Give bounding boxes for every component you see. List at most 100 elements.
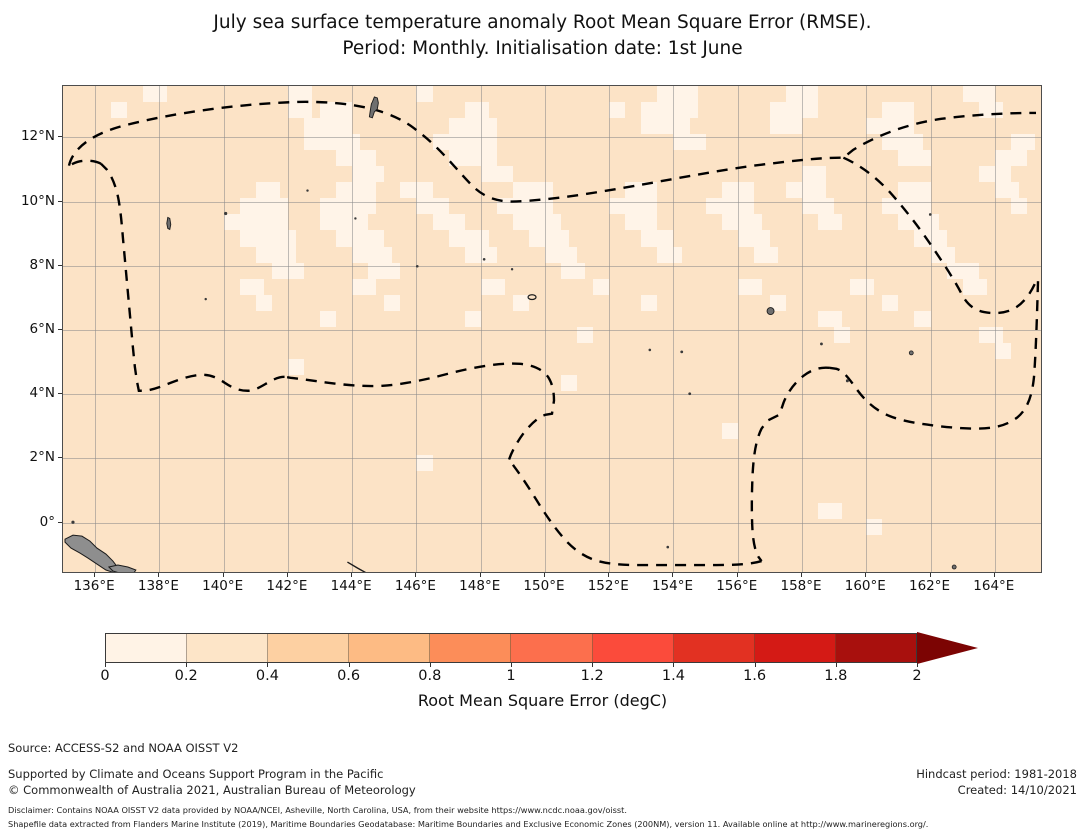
raster-cell bbox=[448, 118, 497, 135]
x-tickmark bbox=[993, 573, 995, 577]
coastline-pohnpei bbox=[766, 307, 775, 316]
raster-cell bbox=[239, 278, 264, 295]
colorbar-tick-label: 0.4 bbox=[255, 668, 279, 684]
x-tickmark bbox=[865, 573, 867, 577]
raster-cell bbox=[721, 214, 762, 231]
raster-cell bbox=[528, 230, 570, 247]
raster-cell bbox=[512, 214, 562, 231]
raster-cell bbox=[641, 118, 690, 135]
colorbar-band bbox=[430, 634, 512, 662]
x-tickmark bbox=[479, 573, 481, 577]
coastline-ulithi bbox=[306, 189, 309, 192]
colorbar-band bbox=[754, 634, 836, 662]
raster-cell bbox=[850, 278, 875, 295]
raster-cell bbox=[320, 102, 353, 119]
y-tick-label: 12°N bbox=[20, 128, 55, 145]
eez-boundary-west bbox=[68, 159, 102, 167]
y-tickmark bbox=[58, 393, 62, 395]
raster-cell bbox=[303, 118, 353, 135]
raster-cell bbox=[352, 278, 377, 295]
coastline-woleai bbox=[415, 264, 419, 268]
colorbar-band bbox=[268, 634, 350, 662]
raster-cell bbox=[721, 423, 738, 440]
y-tick-label: 0° bbox=[39, 513, 55, 530]
x-tickmark bbox=[222, 573, 224, 577]
coastline-namonuito bbox=[510, 268, 514, 271]
colorbar-band bbox=[592, 634, 674, 662]
raster-cell bbox=[384, 294, 401, 311]
raster-cell bbox=[336, 182, 377, 199]
x-tick-label: 140°E bbox=[202, 578, 244, 594]
y-tick-label: 6°N bbox=[29, 321, 55, 337]
raster-cell bbox=[657, 86, 698, 103]
raster-cell bbox=[320, 310, 337, 327]
raster-cell bbox=[111, 102, 128, 119]
raster-cell bbox=[512, 294, 529, 311]
colorbar-tick-label: 0.6 bbox=[337, 668, 361, 684]
raster-cell bbox=[769, 294, 786, 311]
x-tickmark bbox=[415, 573, 417, 577]
colorbar-tickmark bbox=[267, 663, 269, 667]
eez-boundary-south bbox=[508, 458, 762, 567]
colorbar-tick-label: 0.2 bbox=[174, 668, 198, 684]
raster-cell bbox=[448, 150, 497, 167]
coastline-new-ireland bbox=[347, 561, 367, 572]
raster-cell bbox=[866, 118, 915, 135]
y-tick-label: 2°N bbox=[29, 449, 55, 466]
raster-cell bbox=[641, 102, 698, 119]
coastline-yap bbox=[224, 211, 228, 216]
coastline-kosrae bbox=[908, 350, 914, 356]
colorbar-band bbox=[187, 634, 269, 662]
raster-cell bbox=[641, 230, 674, 247]
y-tickmark bbox=[58, 264, 62, 266]
x-tick-label: 156°E bbox=[716, 578, 758, 594]
raster-cell bbox=[480, 166, 513, 183]
x-tick-label: 150°E bbox=[523, 578, 565, 594]
coastline-chuuk bbox=[527, 294, 537, 301]
colorbar-tickmark bbox=[511, 663, 512, 667]
raster-cell bbox=[512, 182, 553, 199]
chart-title-line-2: Period: Monthly. Initialisation date: 1s… bbox=[342, 38, 743, 59]
meta-block: Hindcast period: 1981-2018 Created: 14/1… bbox=[916, 766, 1077, 798]
raster-cell bbox=[255, 294, 272, 311]
x-tickmark bbox=[929, 573, 931, 577]
raster-cell bbox=[898, 182, 931, 199]
raster-cell bbox=[737, 278, 762, 295]
raster-cell bbox=[223, 214, 288, 231]
x-tick-label: 142°E bbox=[266, 578, 308, 594]
coastline-kapingamarangi bbox=[688, 392, 692, 396]
colorbar-tick-label: 1.2 bbox=[580, 668, 604, 684]
coastline-nauru bbox=[951, 564, 957, 570]
eez-boundary-east bbox=[842, 156, 1040, 315]
colorbar-band bbox=[349, 634, 431, 662]
colorbar-bands bbox=[105, 633, 917, 663]
coastline-manus bbox=[71, 520, 75, 524]
raster-cell bbox=[818, 310, 843, 327]
colorbar-tick-label: 1 bbox=[506, 668, 516, 684]
colorbar-tick-label: 0 bbox=[100, 668, 110, 684]
x-tick-label: 164°E bbox=[973, 578, 1015, 594]
colorbar-tickmark bbox=[673, 663, 675, 667]
raster-cell bbox=[336, 150, 377, 167]
raster-cell bbox=[448, 230, 489, 247]
chart-title-line-1: July sea surface temperature anomaly Roo… bbox=[213, 12, 872, 33]
created-date: Created: 14/10/2021 bbox=[957, 783, 1077, 797]
raster-cell bbox=[994, 182, 1019, 199]
colorbar-band bbox=[835, 634, 916, 662]
raster-cell bbox=[255, 246, 296, 263]
colorbar-tickmark bbox=[592, 663, 594, 667]
y-tickmark bbox=[58, 457, 62, 459]
x-tick-label: 162°E bbox=[909, 578, 951, 594]
coastline-fais bbox=[354, 217, 357, 220]
raster-cell bbox=[432, 214, 465, 231]
colorbar-tickmark bbox=[835, 663, 837, 667]
disclaimer-block: Disclaimer: Contains NOAA OISST V2 data … bbox=[8, 803, 928, 831]
x-tick-label: 136°E bbox=[73, 578, 115, 594]
raster-cell bbox=[737, 230, 770, 247]
x-tickmark bbox=[736, 573, 738, 577]
raster-cell bbox=[416, 86, 433, 103]
raster-cell bbox=[352, 246, 393, 263]
x-tick-label: 160°E bbox=[844, 578, 886, 594]
raster-cell bbox=[898, 150, 931, 167]
x-tick-label: 154°E bbox=[651, 578, 694, 594]
